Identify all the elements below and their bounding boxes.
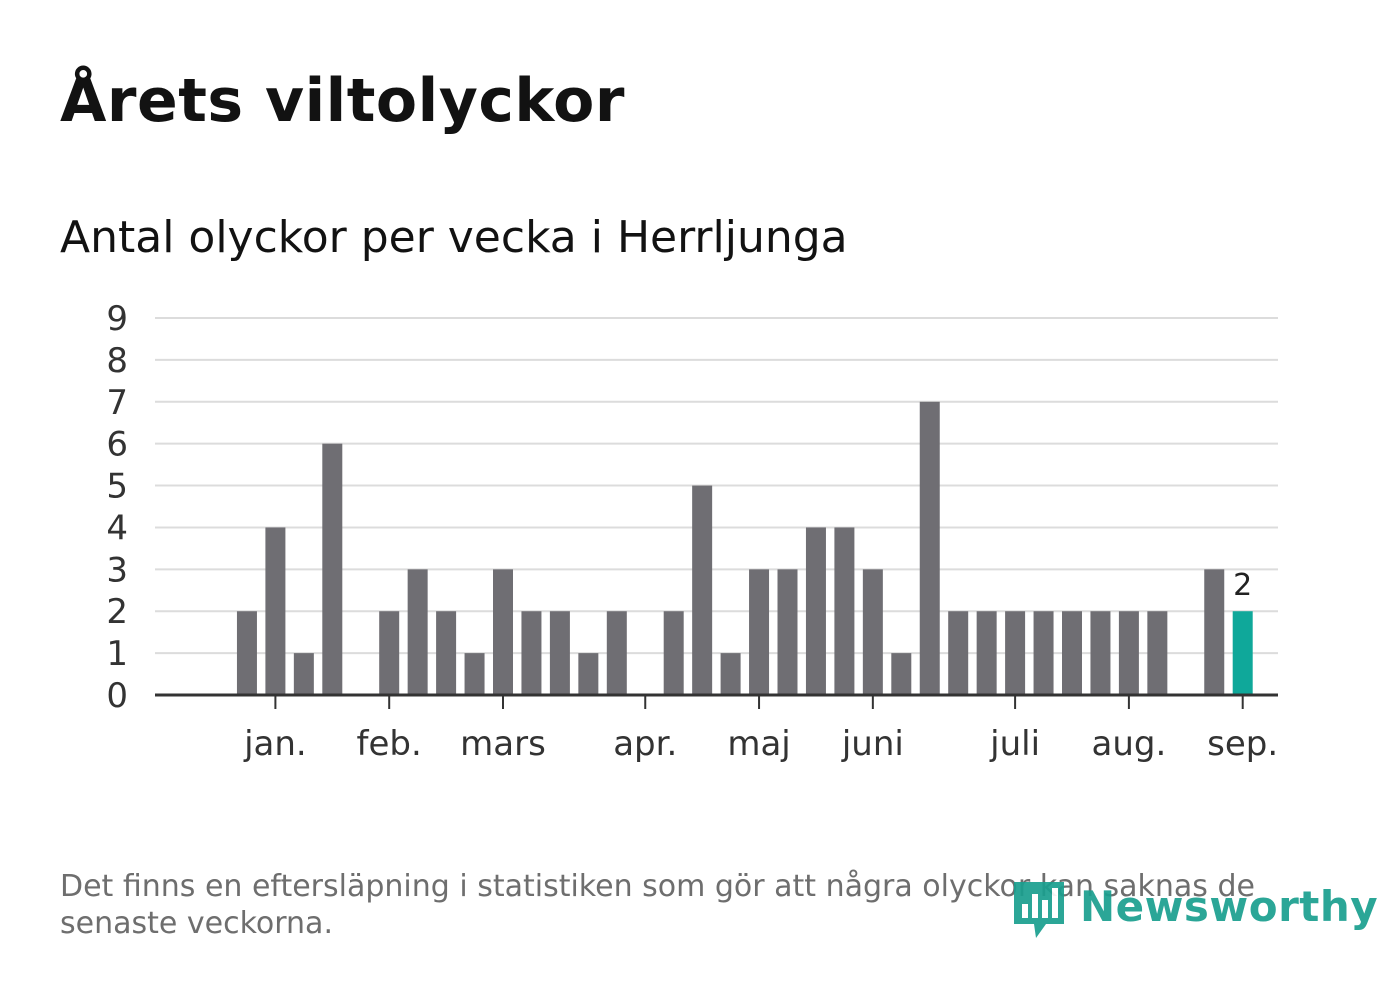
bar [862,569,883,695]
bar [1062,611,1082,695]
bar [578,653,599,695]
bar [1118,611,1139,695]
data-label: 2 [1233,568,1252,603]
bar [976,611,997,695]
bar [521,611,542,695]
y-tick-label: 8 [106,341,128,381]
bar [692,485,713,695]
bar [464,653,485,695]
y-tick-label: 5 [106,467,128,507]
bar [265,527,286,695]
bar [1033,611,1054,695]
y-tick-label: 1 [106,634,128,674]
y-tick-label: 6 [106,425,128,465]
x-tick-label: feb. [357,724,422,764]
bars [236,401,1253,695]
bar [322,443,343,695]
chart-subtitle: Antal olyckor per vecka i Herrljunga [60,212,848,263]
newsworthy-logo-text: Newsworthy [1080,882,1379,931]
bar [1090,611,1111,695]
bar [436,611,457,695]
x-tick-label: juni [841,724,904,764]
y-tick-label: 4 [106,508,128,548]
bar [720,653,741,695]
bar [1147,611,1168,695]
bar [919,401,940,695]
x-tick-label: mars [460,724,546,764]
bar [663,611,684,695]
bar [236,611,257,695]
bar [549,611,570,695]
x-tick-label: jan. [243,724,307,764]
bar [293,653,314,695]
y-tick-label: 0 [106,676,128,716]
bar [891,653,912,695]
newsworthy-logo: Newsworthy [1010,876,1378,946]
x-tick-label: maj [727,724,790,764]
bar [1005,611,1026,695]
y-tick-label: 9 [106,299,128,339]
y-tick-label: 7 [106,383,128,423]
y-tick-label: 2 [106,592,128,632]
bar [1232,611,1253,695]
x-axis-ticks: jan. feb. mars apr. maj juni juli aug. sep. [243,695,1278,764]
y-tick-label: 3 [106,550,128,590]
bar [493,569,513,695]
data-labels: 2 [1233,568,1252,603]
x-tick-label: apr. [613,724,677,764]
bar [948,611,969,695]
bar [777,569,798,695]
bar [379,611,400,695]
x-tick-label: sep. [1207,724,1278,764]
bar [407,569,428,695]
bar [1204,569,1225,695]
newsworthy-logo-icon [1014,882,1064,938]
x-tick-label: aug. [1092,724,1167,764]
bar [834,527,855,695]
bar [749,569,770,695]
bar [606,611,627,695]
x-tick-label: juli [989,724,1040,764]
bar [805,527,826,695]
chart-title: Årets viltolyckor [60,66,625,136]
